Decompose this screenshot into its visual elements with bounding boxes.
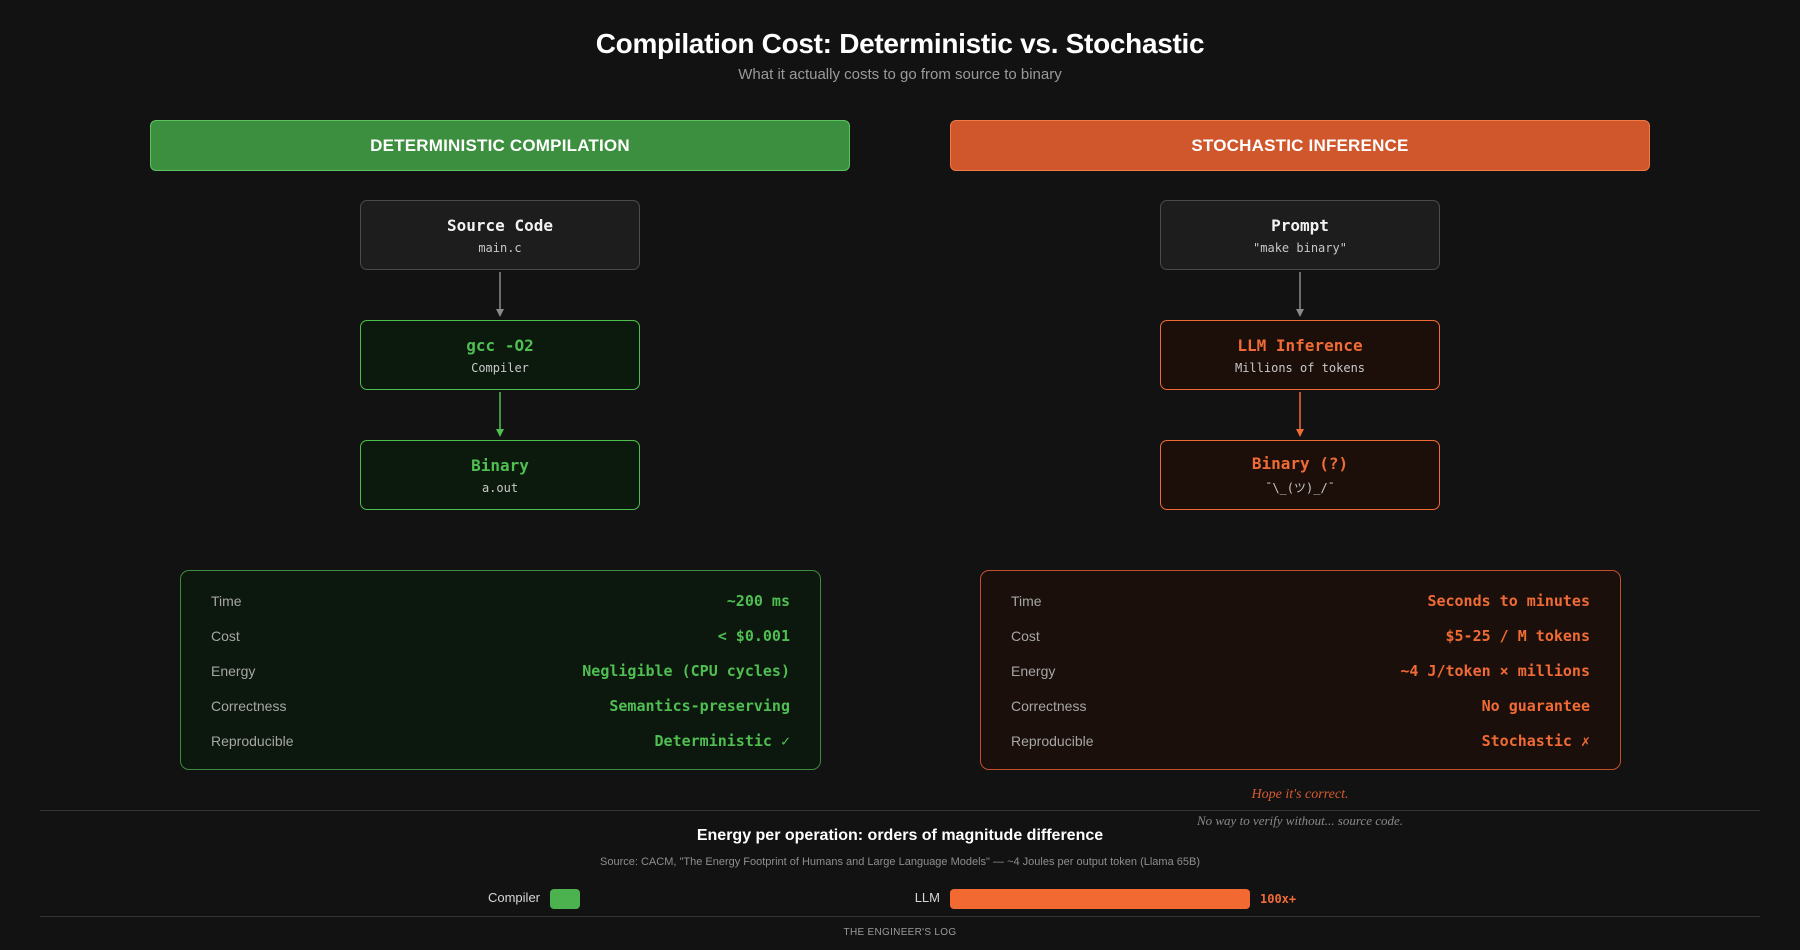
metric-label: Energy <box>211 662 256 679</box>
node-title: Source Code <box>447 215 553 235</box>
node-llm-inference: LLM Inference Millions of tokens <box>1160 320 1440 390</box>
metric-label: Correctness <box>1011 697 1087 714</box>
metric-label: Cost <box>1011 627 1040 644</box>
metric-label: Cost <box>211 627 240 644</box>
metric-label: Reproducible <box>211 732 294 749</box>
arrow-gray <box>496 272 504 317</box>
metric-value: Negligible (CPU cycles) <box>582 661 790 680</box>
metric-value: No guarantee <box>1481 696 1590 715</box>
metric-row: Cost < $0.001 <box>211 618 790 653</box>
node-title: Binary <box>471 455 529 475</box>
metric-value: Stochastic ✗ <box>1481 731 1590 750</box>
compiler-bar-label: Compiler <box>487 890 540 905</box>
deterministic-header: DETERMINISTIC COMPILATION <box>150 120 850 171</box>
metric-value: ~4 J/token × millions <box>1400 661 1590 680</box>
energy-title: Energy per operation: orders of magnitud… <box>696 827 1104 844</box>
metric-row: Correctness No guarantee <box>1011 688 1590 723</box>
node-title: Binary (?) <box>1251 454 1349 473</box>
node-title: Prompt <box>1271 215 1329 235</box>
metric-row: Cost $5-25 / M tokens <box>1011 618 1590 653</box>
divider <box>40 810 1760 811</box>
metric-value: ~200 ms <box>726 591 790 610</box>
node-title: gcc -O2 <box>466 335 534 355</box>
deterministic-metrics-panel: Time ~200 ms Cost < $0.001 Energy Neglig… <box>180 570 821 770</box>
node-title: LLM Inference <box>1237 335 1363 355</box>
node-source-code: Source Code main.c <box>360 200 640 270</box>
metric-value: Deterministic ✓ <box>654 731 790 750</box>
stochastic-metrics-panel: Time Seconds to minutes Cost $5-25 / M t… <box>980 570 1621 770</box>
metric-row: Correctness Semantics-preserving <box>211 688 790 723</box>
metric-row: Energy Negligible (CPU cycles) <box>211 653 790 688</box>
metric-row: Time ~200 ms <box>211 583 790 618</box>
energy-source: Source: CACM, "The Energy Footprint of H… <box>600 856 1200 868</box>
node-subtitle: "make binary" <box>1253 240 1347 255</box>
metric-label: Reproducible <box>1011 732 1094 749</box>
node-prompt: Prompt "make binary" <box>1160 200 1440 270</box>
node-subtitle: a.out <box>481 480 519 495</box>
node-subtitle: Compiler <box>471 360 529 375</box>
page-subtitle: What it actually costs to go from source… <box>738 66 1062 83</box>
footer-brand: THE ENGINEER'S LOG <box>843 927 957 938</box>
node-subtitle: ¯\_(ツ)_/¯ <box>1265 481 1335 495</box>
node-subtitle: Millions of tokens <box>1234 360 1366 375</box>
stochastic-note: Hope it's correct. <box>1251 787 1349 802</box>
node-subtitle: main.c <box>478 240 522 255</box>
arrow-gray <box>1296 272 1304 317</box>
metric-row: Reproducible Stochastic ✗ <box>1011 723 1590 758</box>
metric-label: Time <box>1011 592 1042 609</box>
compiler-energy-bar <box>550 889 580 909</box>
stochastic-header: STOCHASTIC INFERENCE <box>950 120 1650 171</box>
metric-row: Energy ~4 J/token × millions <box>1011 653 1590 688</box>
metric-value: $5-25 / M tokens <box>1445 626 1591 645</box>
arrow-green <box>496 392 504 437</box>
metric-label: Energy <box>1011 662 1056 679</box>
metric-value: < $0.001 <box>717 626 790 645</box>
page-title: Compilation Cost: Deterministic vs. Stoc… <box>595 28 1205 59</box>
node-compiler: gcc -O2 Compiler <box>360 320 640 390</box>
llm-energy-bar <box>950 889 1250 909</box>
node-binary-uncertain: Binary (?) ¯\_(ツ)_/¯ <box>1160 440 1440 510</box>
llm-ratio-label: 100x+ <box>1260 892 1297 906</box>
metric-label: Time <box>211 592 242 609</box>
llm-bar-label: LLM <box>914 890 940 905</box>
metric-value: Semantics-preserving <box>609 696 790 715</box>
node-binary: Binary a.out <box>360 440 640 510</box>
metric-row: Reproducible Deterministic ✓ <box>211 723 790 758</box>
stochastic-note-sub: No way to verify without... source code. <box>1196 813 1404 828</box>
metric-label: Correctness <box>211 697 287 714</box>
arrow-orange <box>1296 392 1304 437</box>
divider <box>40 916 1760 917</box>
metric-value: Seconds to minutes <box>1427 591 1590 610</box>
metric-row: Time Seconds to minutes <box>1011 583 1590 618</box>
